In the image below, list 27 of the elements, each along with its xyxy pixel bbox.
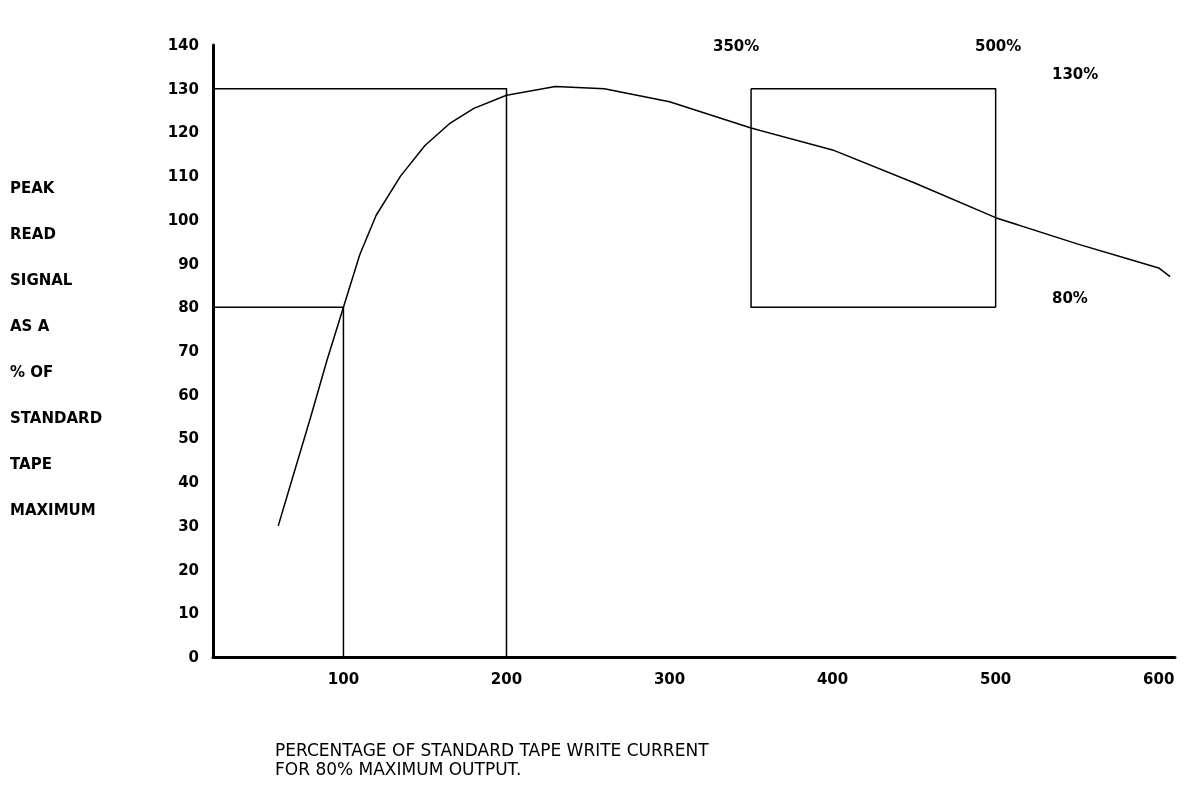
annotation: 500%	[975, 36, 1022, 55]
x-tick-label: 500	[979, 669, 1012, 688]
y-tick-label: 40	[178, 473, 199, 492]
x-axis-title: PERCENTAGE OF STANDARD TAPE WRITE CURRENT FOR 80% MAXIMUM OUTPUT.	[275, 739, 710, 779]
y-tick-label: 80	[178, 298, 199, 317]
y-tick-label: 120	[167, 123, 199, 142]
x-tick-label: 300	[653, 669, 686, 688]
annotation: 350%	[713, 36, 760, 55]
x-tick-label: 400	[816, 669, 849, 688]
y-tick-label: 110	[167, 167, 199, 186]
y-tick-label: 140	[167, 36, 199, 54]
x-tick-label: 600	[1143, 669, 1175, 688]
y-tick-label: 0	[188, 648, 199, 666]
annotation: 130%	[1052, 64, 1099, 83]
y-tick-label: 100	[167, 210, 199, 229]
y-tick-label: 60	[178, 385, 199, 404]
text: PEAK READ SIGNAL AS A % OF STANDARD TAPE MAXIMUM	[10, 179, 103, 519]
annotation: 80%	[1052, 288, 1088, 307]
y-tick-label: 50	[178, 429, 199, 448]
x-tick-label: 100	[327, 669, 360, 688]
y-tick-label: 130	[167, 79, 199, 98]
y-tick-label: 90	[178, 254, 199, 273]
y-tick-label: 20	[178, 560, 199, 579]
x-tick-label: 200	[490, 669, 523, 688]
y-tick-label: 30	[178, 516, 199, 535]
y-tick-label: 10	[178, 604, 199, 623]
y-tick-label: 70	[178, 342, 199, 360]
